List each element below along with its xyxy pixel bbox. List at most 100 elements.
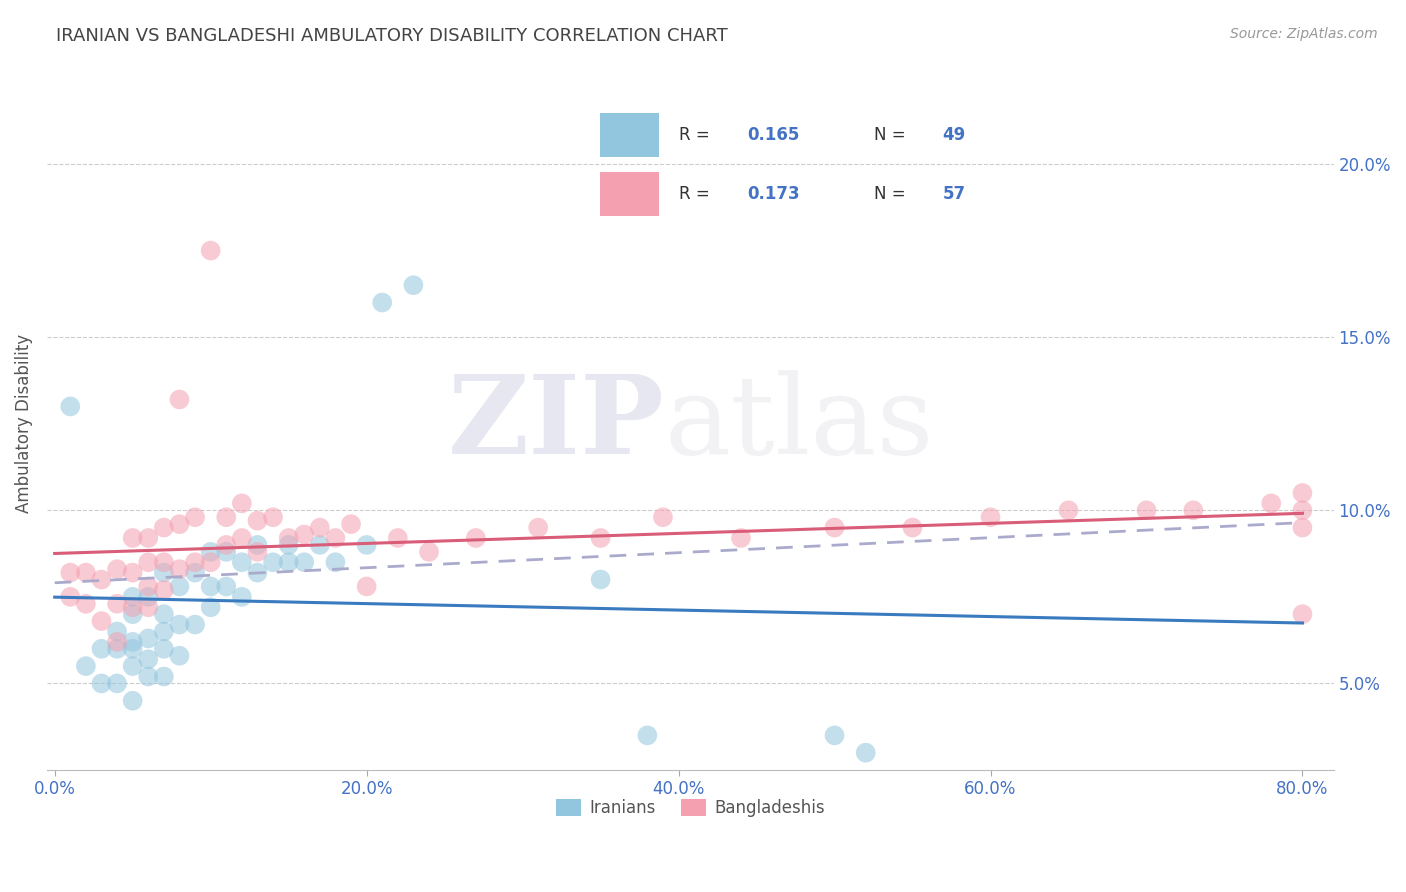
Point bbox=[246, 545, 269, 559]
Y-axis label: Ambulatory Disability: Ambulatory Disability bbox=[15, 334, 32, 513]
Point bbox=[136, 531, 159, 545]
Point bbox=[153, 607, 176, 622]
Point bbox=[75, 566, 97, 580]
Point bbox=[246, 514, 269, 528]
Point bbox=[90, 676, 112, 690]
Point bbox=[169, 579, 191, 593]
Point bbox=[1260, 496, 1282, 510]
Point bbox=[153, 624, 176, 639]
Point bbox=[901, 520, 924, 534]
Point bbox=[292, 555, 315, 569]
Point bbox=[184, 555, 207, 569]
Point bbox=[277, 531, 299, 545]
Point bbox=[121, 659, 143, 673]
Text: Source: ZipAtlas.com: Source: ZipAtlas.com bbox=[1230, 27, 1378, 41]
Point bbox=[121, 531, 143, 545]
Point bbox=[231, 531, 253, 545]
Text: IRANIAN VS BANGLADESHI AMBULATORY DISABILITY CORRELATION CHART: IRANIAN VS BANGLADESHI AMBULATORY DISABI… bbox=[56, 27, 728, 45]
Point bbox=[215, 579, 238, 593]
Point bbox=[1135, 503, 1157, 517]
Point bbox=[277, 538, 299, 552]
Point bbox=[169, 562, 191, 576]
Point bbox=[153, 566, 176, 580]
Point bbox=[153, 520, 176, 534]
Point bbox=[246, 538, 269, 552]
Point bbox=[824, 520, 846, 534]
Point bbox=[464, 531, 486, 545]
Point bbox=[59, 590, 82, 604]
Point bbox=[215, 538, 238, 552]
Point bbox=[200, 579, 222, 593]
Point bbox=[418, 545, 440, 559]
Point bbox=[200, 555, 222, 569]
Point bbox=[59, 566, 82, 580]
Point bbox=[169, 617, 191, 632]
Point bbox=[1057, 503, 1080, 517]
Point bbox=[169, 517, 191, 532]
Point bbox=[169, 392, 191, 407]
Point bbox=[105, 562, 128, 576]
Point bbox=[1291, 486, 1313, 500]
Point bbox=[121, 641, 143, 656]
Point bbox=[589, 531, 612, 545]
Point bbox=[636, 728, 658, 742]
Point bbox=[277, 555, 299, 569]
Point bbox=[59, 400, 82, 414]
Point bbox=[527, 520, 550, 534]
Point bbox=[105, 641, 128, 656]
Point bbox=[105, 676, 128, 690]
Point bbox=[75, 597, 97, 611]
Point bbox=[402, 278, 425, 293]
Point bbox=[136, 579, 159, 593]
Point bbox=[200, 600, 222, 615]
Point bbox=[184, 510, 207, 524]
Point bbox=[121, 590, 143, 604]
Point bbox=[231, 496, 253, 510]
Point bbox=[90, 573, 112, 587]
Point bbox=[231, 590, 253, 604]
Text: atlas: atlas bbox=[665, 370, 934, 477]
Point bbox=[215, 510, 238, 524]
Point bbox=[153, 582, 176, 597]
Point bbox=[153, 669, 176, 683]
Point bbox=[90, 641, 112, 656]
Legend: Iranians, Bangladeshis: Iranians, Bangladeshis bbox=[550, 792, 831, 824]
Point bbox=[121, 694, 143, 708]
Point bbox=[136, 632, 159, 646]
Point bbox=[262, 555, 284, 569]
Point bbox=[1291, 607, 1313, 622]
Point bbox=[105, 624, 128, 639]
Point bbox=[121, 566, 143, 580]
Point bbox=[136, 600, 159, 615]
Point bbox=[215, 545, 238, 559]
Point bbox=[325, 555, 347, 569]
Point bbox=[121, 635, 143, 649]
Point bbox=[200, 244, 222, 258]
Point bbox=[153, 555, 176, 569]
Point bbox=[184, 566, 207, 580]
Point bbox=[1291, 520, 1313, 534]
Point bbox=[105, 597, 128, 611]
Point bbox=[90, 614, 112, 628]
Point bbox=[824, 728, 846, 742]
Point bbox=[292, 527, 315, 541]
Point bbox=[200, 545, 222, 559]
Point bbox=[308, 538, 330, 552]
Point bbox=[169, 648, 191, 663]
Point bbox=[855, 746, 877, 760]
Point bbox=[340, 517, 363, 532]
Text: ZIP: ZIP bbox=[447, 370, 665, 477]
Point bbox=[979, 510, 1001, 524]
Point bbox=[246, 566, 269, 580]
Point bbox=[1291, 503, 1313, 517]
Point bbox=[136, 669, 159, 683]
Point bbox=[75, 659, 97, 673]
Point bbox=[121, 600, 143, 615]
Point bbox=[136, 590, 159, 604]
Point bbox=[356, 538, 378, 552]
Point bbox=[325, 531, 347, 545]
Point bbox=[371, 295, 394, 310]
Point bbox=[121, 607, 143, 622]
Point bbox=[105, 635, 128, 649]
Point bbox=[356, 579, 378, 593]
